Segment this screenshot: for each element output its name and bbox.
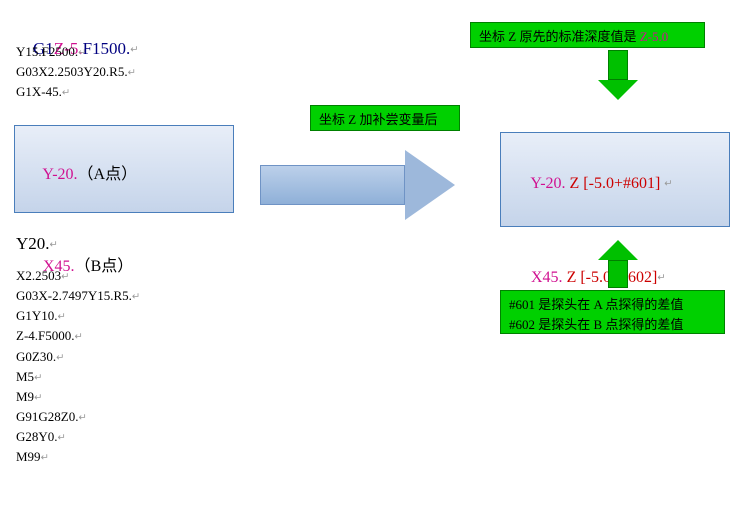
right-box-line-a: Y-20. Z [-5.0+#601] ↵ — [515, 145, 715, 222]
code-line: X2.2503↵ — [16, 266, 140, 286]
code-block-2: X2.2503↵G03X-2.7497Y15.R5.↵G1Y10.↵Z-4.F5… — [16, 266, 140, 467]
code-line: G91G28Z0.↵ — [16, 407, 140, 427]
note: （A点） — [78, 166, 138, 183]
code-line: G1X-45.↵ — [16, 82, 136, 102]
left-box-line-a: Y-20.（A点） — [27, 136, 221, 213]
callout-text: 坐标 Z 加补尝变量后 — [319, 112, 437, 127]
coord: Y-20. — [42, 166, 77, 183]
code-line: G28Y0.↵ — [16, 427, 140, 447]
code-block-1: Y15.F2500.↵G03X2.2503Y20.R5.↵G1X-45.↵ — [16, 42, 136, 102]
arrow-down-icon — [598, 50, 638, 100]
code-line: M99↵ — [16, 447, 140, 467]
code-line: G0Z30.↵ — [16, 347, 140, 367]
code-line: Y20.↵ — [16, 230, 58, 259]
code-line: M9↵ — [16, 387, 140, 407]
code-line: Z-4.F5000.↵ — [16, 326, 140, 346]
expr: Z [-5.0+#601] — [570, 175, 661, 192]
arrow-right-icon — [260, 150, 455, 220]
code-line: G03X2.2503Y20.R5.↵ — [16, 62, 136, 82]
callout-top: 坐标 Z 原先的标准深度值是 Z-5.0 — [470, 22, 705, 48]
callout-line: #602 是探头在 B 点探得的差值 — [509, 315, 716, 335]
code-line: Y15.F2500.↵ — [16, 42, 136, 62]
code-line: M5↵ — [16, 367, 140, 387]
callout-z: Z-5.0 — [640, 29, 669, 44]
coord: Y-20. — [530, 175, 569, 192]
left-highlight-box: Y-20.（A点） X45.（B点） — [14, 125, 234, 213]
callout-text: 坐标 Z 原先的标准深度值是 — [479, 29, 640, 44]
code-line: G03X-2.7497Y15.R5.↵ — [16, 286, 140, 306]
code-line: G1Y10.↵ — [16, 306, 140, 326]
callout-mid: 坐标 Z 加补尝变量后 — [310, 105, 460, 131]
coord: X45. — [531, 269, 567, 286]
arrow-up-icon — [598, 240, 638, 288]
right-highlight-box: Y-20. Z [-5.0+#601] ↵ X45. Z [-5.0+#602]… — [500, 132, 730, 227]
